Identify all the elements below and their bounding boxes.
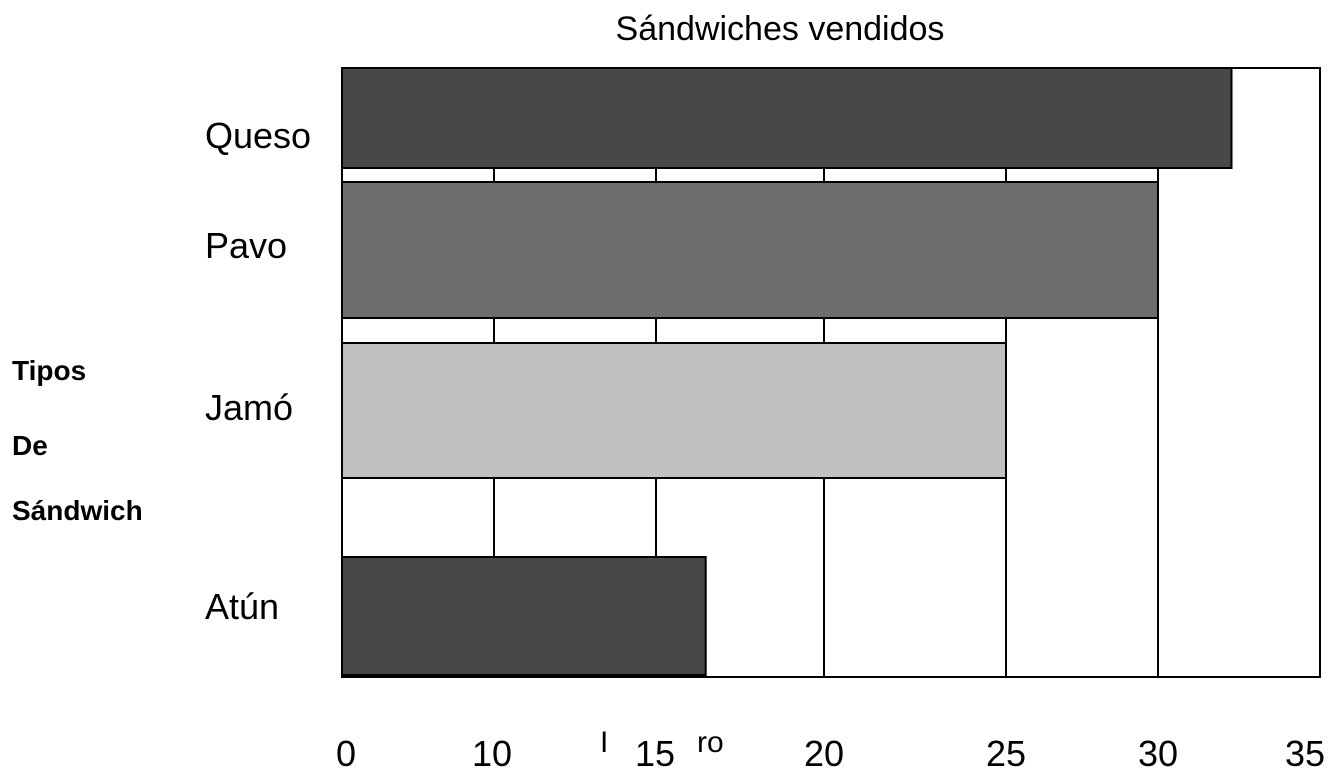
bar-pavo — [341, 181, 1159, 319]
x-tick-label-10: 10 — [472, 733, 512, 774]
y-axis-label-line-2: De — [12, 430, 48, 461]
category-labels: Queso Pavo Jamó Atún — [205, 115, 311, 627]
x-tick-label-0: 0 — [336, 733, 356, 774]
bar-queso — [341, 67, 1233, 169]
bar-atún — [341, 556, 707, 676]
x-tick-label-15: 15 — [635, 733, 675, 774]
bar-jamó — [341, 342, 1007, 479]
y-axis-label-line-1: Tipos — [12, 355, 87, 386]
y-axis-label-line-3: Sándwich — [12, 495, 143, 526]
category-label-atún: Atún — [205, 586, 279, 627]
x-axis-label-fragment-2: ro — [697, 726, 724, 759]
category-label-pavo: Pavo — [205, 225, 287, 266]
category-label-queso: Queso — [205, 115, 311, 156]
x-tick-label-30: 30 — [1138, 733, 1178, 774]
x-axis-label-fragment-1: I — [600, 726, 608, 759]
bars — [341, 67, 1233, 676]
chart-title: Sándwiches vendidos — [616, 10, 945, 48]
category-label-jamó: Jamó — [205, 387, 293, 428]
x-tick-label-25: 25 — [986, 733, 1026, 774]
x-tick-label-35: 35 — [1285, 733, 1325, 774]
x-tick-label-20: 20 — [804, 733, 844, 774]
x-tick-labels: 0 10 15 20 25 30 35 — [336, 733, 1325, 774]
